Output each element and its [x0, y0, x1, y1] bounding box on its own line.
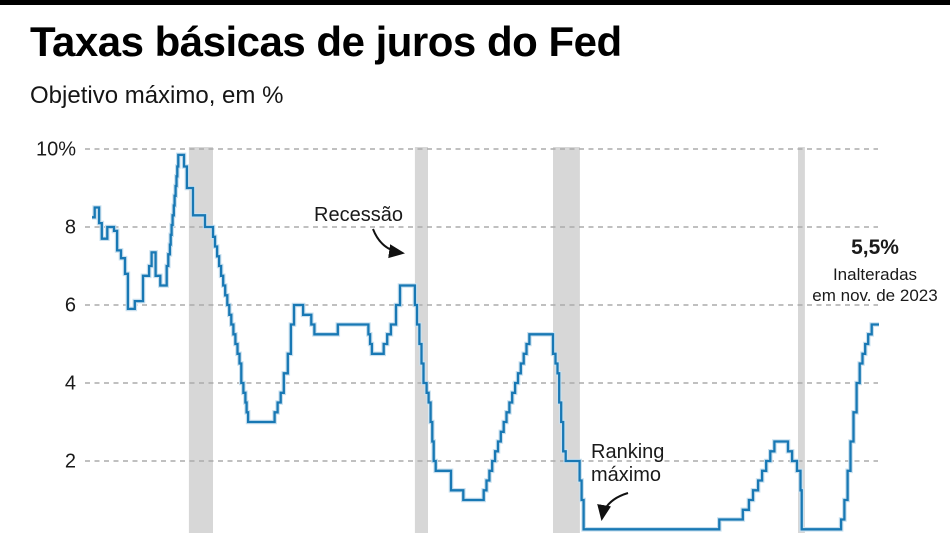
range-max-annotation: Ranking máximo: [591, 441, 664, 487]
y-axis-tick-labels: 10% 8 6 4 2: [36, 139, 76, 473]
y-tick-label: 2: [65, 451, 76, 473]
top-black-bar: [0, 0, 950, 5]
recession-band: [553, 147, 580, 533]
y-tick-label: 4: [65, 373, 76, 395]
range-max-arrow: [597, 492, 629, 521]
latest-rate-value: 5,5%: [851, 236, 899, 259]
recession-bands: [188, 147, 805, 533]
page-subtitle: Objetivo máximo, em %: [30, 82, 284, 109]
range-max-line1: Ranking: [591, 441, 665, 463]
y-tick-label: 6: [65, 295, 76, 317]
recession-annotation: Recessão: [314, 204, 403, 226]
latest-rate-line1: Inalteradas: [832, 265, 918, 284]
latest-rate-annotation: 5,5% Inalteradas em nov. de 2023: [795, 236, 950, 306]
range-max-line2: máximo: [591, 464, 662, 486]
recession-band: [798, 147, 805, 533]
latest-rate-line2: em nov. de 2023: [812, 286, 938, 305]
rate-line: [92, 153, 879, 531]
y-tick-label: 8: [65, 217, 76, 239]
y-tick-label: 10%: [36, 139, 76, 161]
page-title: Taxas básicas de juros do Fed: [30, 18, 622, 65]
recession-arrow: [372, 228, 405, 259]
